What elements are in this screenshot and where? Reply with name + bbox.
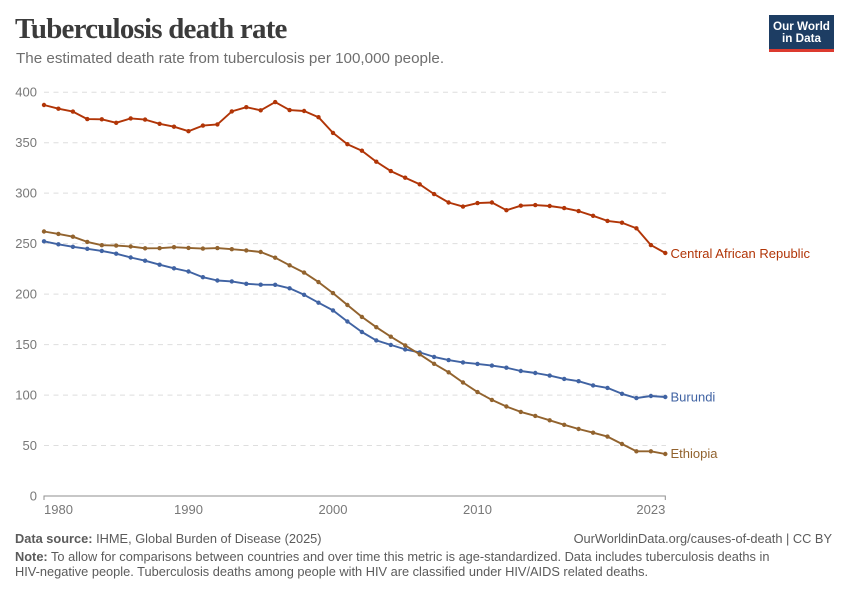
svg-text:1990: 1990 <box>174 502 203 517</box>
svg-text:350: 350 <box>15 135 37 150</box>
svg-text:200: 200 <box>15 287 37 302</box>
svg-text:250: 250 <box>15 236 37 251</box>
svg-text:400: 400 <box>15 85 37 100</box>
svg-text:2000: 2000 <box>319 502 348 517</box>
svg-text:100: 100 <box>15 388 37 403</box>
svg-text:50: 50 <box>23 438 37 453</box>
svg-text:2023: 2023 <box>636 502 665 517</box>
svg-text:0: 0 <box>30 489 37 504</box>
svg-text:150: 150 <box>15 337 37 352</box>
svg-text:1980: 1980 <box>44 502 73 517</box>
svg-text:Central African Republic: Central African Republic <box>671 246 811 261</box>
svg-text:2010: 2010 <box>463 502 492 517</box>
svg-text:Burundi: Burundi <box>671 390 716 405</box>
svg-text:300: 300 <box>15 186 37 201</box>
svg-text:Ethiopia: Ethiopia <box>671 446 719 461</box>
